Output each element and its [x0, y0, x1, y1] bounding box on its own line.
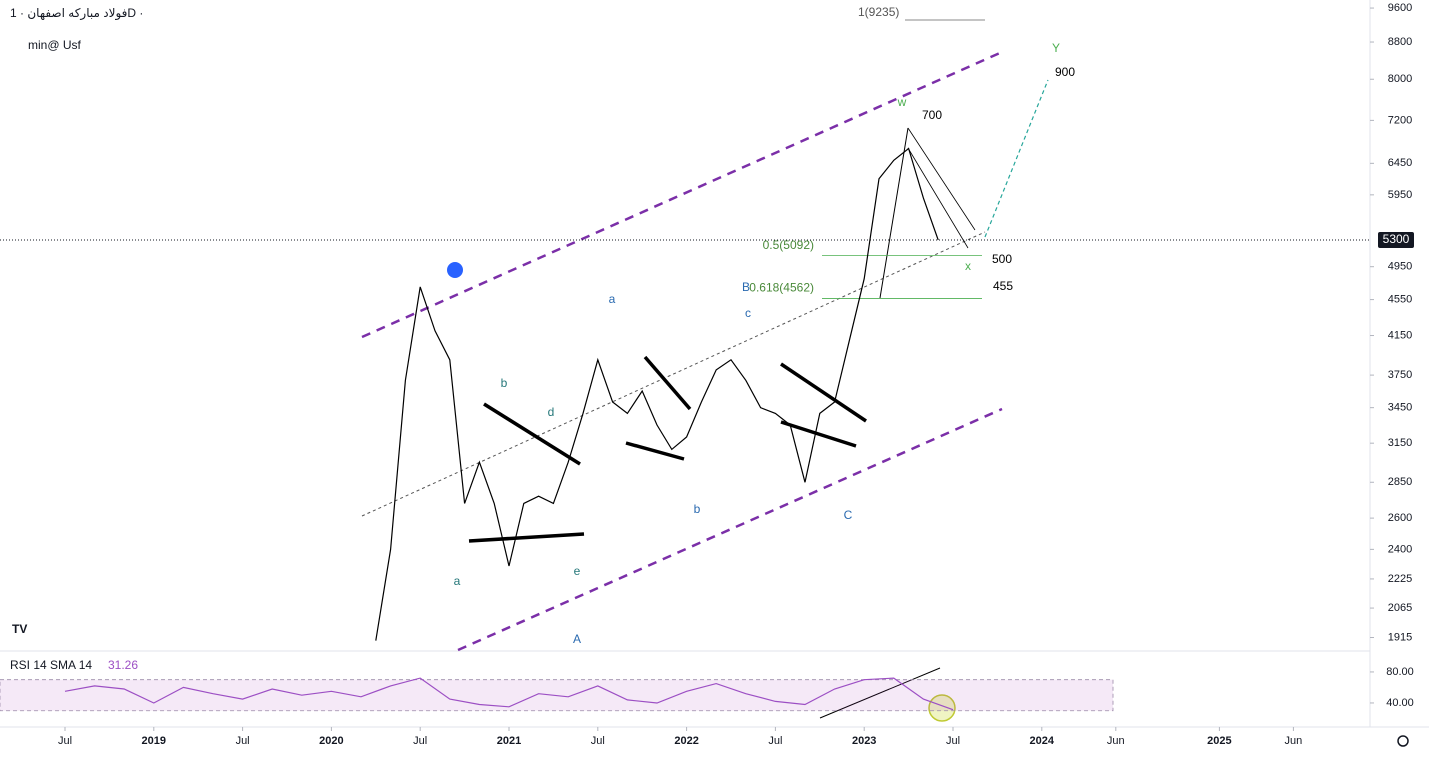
channel-lower [457, 407, 1003, 652]
wave-label: b [501, 376, 508, 390]
channel-mid [361, 231, 986, 517]
y-tick-label: 4550 [1388, 294, 1412, 306]
wave-label: Y [1052, 41, 1060, 55]
settings-icon[interactable] [1397, 735, 1409, 747]
projection [984, 79, 1049, 238]
pattern-line [625, 441, 685, 461]
y-tick-label: 5950 [1388, 189, 1412, 201]
y-tick-label: 3750 [1388, 369, 1412, 381]
x-tick-label: 2022 [674, 735, 698, 747]
subtitle: min@ Usf [28, 38, 82, 52]
y-tick-label: 8000 [1388, 73, 1412, 85]
note: 1(9235) [858, 5, 899, 19]
pattern-line [468, 532, 585, 543]
event-icon [447, 262, 463, 278]
y-tick-label: 8800 [1388, 36, 1412, 48]
x-tick-label: 2019 [142, 735, 166, 747]
wave-line [907, 147, 969, 249]
channel-upper [361, 50, 1003, 339]
y-tick-label: 2850 [1388, 476, 1412, 488]
wave-label: B [742, 280, 750, 294]
y-tick-label: 3150 [1388, 437, 1412, 449]
wave-line [879, 127, 909, 299]
pattern-line [780, 362, 867, 423]
wave-label: 700 [922, 108, 942, 122]
pattern-line [643, 355, 692, 411]
wave-label: A [573, 632, 581, 646]
rsi-trend [819, 667, 941, 719]
wave-label: d [548, 405, 555, 419]
rsi-title: RSI 14 SMA 14 [10, 658, 92, 672]
x-tick-label: Jul [58, 735, 72, 747]
series-line [64, 677, 954, 711]
y-tick-label: 2065 [1388, 602, 1412, 614]
logo: TV [12, 622, 27, 636]
y-tick-label: 7200 [1388, 114, 1412, 126]
y-tick-label: 40.00 [1386, 697, 1414, 709]
chart-title: فولاد مبارکه اصفهان · 1D · [10, 6, 143, 21]
pattern-line [483, 402, 581, 466]
y-tick-label: 6450 [1388, 157, 1412, 169]
y-tick-label: 80.00 [1386, 666, 1414, 678]
y-tick-label: 4950 [1388, 261, 1412, 273]
y-tick-label: 3450 [1388, 402, 1412, 414]
x-tick-label: Jul [768, 735, 782, 747]
y-tick-label: 2600 [1388, 512, 1412, 524]
wave-label: 500 [992, 252, 1012, 266]
wave-label: 900 [1055, 65, 1075, 79]
x-tick-label: Jun [1285, 735, 1303, 747]
pattern-line [780, 420, 857, 448]
x-tick-label: Jul [591, 735, 605, 747]
x-tick-label: Jul [946, 735, 960, 747]
x-tick-label: 2024 [1030, 735, 1055, 747]
drawings [361, 19, 1049, 722]
y-tick-label: 2400 [1388, 543, 1412, 555]
x-tick-label: Jul [236, 735, 250, 747]
last-price-label: 5300 [1383, 232, 1410, 246]
x-tick-label: 2020 [319, 735, 343, 747]
rsi-highlight [928, 694, 956, 722]
y-tick-label: 2225 [1388, 573, 1412, 585]
y-tick-label: 4150 [1388, 329, 1412, 341]
x-tick-label: 2023 [852, 735, 876, 747]
x-tick-label: Jun [1107, 735, 1125, 747]
x-tick-label: 2021 [497, 735, 521, 747]
last-price-box [1378, 232, 1414, 249]
wave-label: b [694, 502, 701, 516]
wave-label: a [609, 292, 616, 306]
series-line [375, 147, 939, 641]
wave-label: 455 [993, 279, 1013, 293]
wave-label: e [574, 564, 581, 578]
x-tick-label: Jul [413, 735, 427, 747]
y-tick-label: 1915 [1388, 631, 1412, 643]
fib-label: 0.5(5092) [763, 238, 814, 252]
wave-label: a [454, 574, 461, 588]
x-tick-label: 2025 [1207, 735, 1231, 747]
wave-label: c [745, 306, 751, 320]
y-tick-label: 9600 [1388, 2, 1412, 14]
wave-label: w [897, 95, 907, 109]
wave-line [907, 127, 976, 231]
rsi-last-value: 31.26 [108, 658, 138, 672]
wave-label: x [965, 259, 971, 273]
wave-label: C [844, 508, 853, 522]
fib-label: 0.618(4562) [749, 281, 814, 295]
